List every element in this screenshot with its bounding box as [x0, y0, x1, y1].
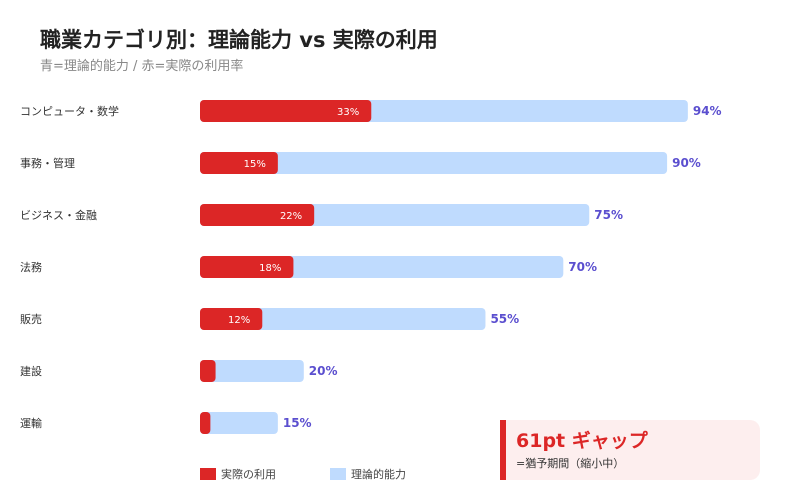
category-label: コンピュータ・数学: [20, 104, 119, 118]
callout-headline: 61pt ギャップ: [516, 430, 648, 452]
theoretical-bar: [200, 360, 304, 382]
actual-value-label: 18%: [259, 263, 281, 274]
theoretical-value-label: 90%: [672, 156, 701, 170]
theoretical-value-label: 75%: [594, 208, 623, 222]
category-label: 運輸: [20, 416, 42, 430]
actual-value-label: 33%: [337, 107, 359, 118]
theoretical-value-label: 55%: [490, 312, 519, 326]
actual-bar: [200, 256, 294, 278]
theoretical-bar: [200, 308, 486, 330]
actual-value-label: 12%: [228, 315, 250, 326]
theoretical-value-label: 94%: [693, 104, 722, 118]
actual-bar: [200, 412, 211, 434]
legend-swatch-theoretical: [330, 468, 346, 480]
theoretical-bar: [200, 152, 668, 174]
actual-bar: [200, 100, 372, 122]
category-label: 販売: [20, 313, 42, 326]
actual-bar: [200, 152, 278, 174]
category-label: 建設: [20, 364, 42, 378]
theoretical-value-label: 70%: [568, 260, 597, 274]
chart-title: 職業カテゴリ別：理論能力 vs 実際の利用: [40, 28, 438, 52]
category-label: 法務: [20, 260, 42, 274]
theoretical-bar: [200, 412, 278, 434]
legend-label-actual: 実際の利用: [221, 468, 276, 481]
actual-value-label: 15%: [244, 159, 266, 170]
category-label: ビジネス・金融: [20, 208, 97, 222]
legend-item-actual: 実際の利用: [200, 466, 276, 482]
legend-swatch-actual: [200, 468, 216, 480]
actual-bar: [200, 360, 216, 382]
callout-note: =猶予期間（縮小中）: [516, 457, 625, 470]
actual-bar: [200, 308, 263, 330]
theoretical-value-label: 15%: [283, 416, 312, 430]
legend-item-theoretical: 理論的能力: [330, 466, 406, 482]
actual-value-label: 22%: [280, 211, 302, 222]
legend-label-theoretical: 理論的能力: [351, 468, 406, 481]
gap-callout: 61pt ギャップ =猶予期間（縮小中）: [500, 420, 760, 480]
chart-subtitle: 青=理論的能力 / 赤=実際の利用率: [40, 59, 244, 74]
category-label: 事務・管理: [20, 156, 75, 170]
actual-bar: [200, 204, 315, 226]
theoretical-value-label: 20%: [309, 364, 338, 378]
